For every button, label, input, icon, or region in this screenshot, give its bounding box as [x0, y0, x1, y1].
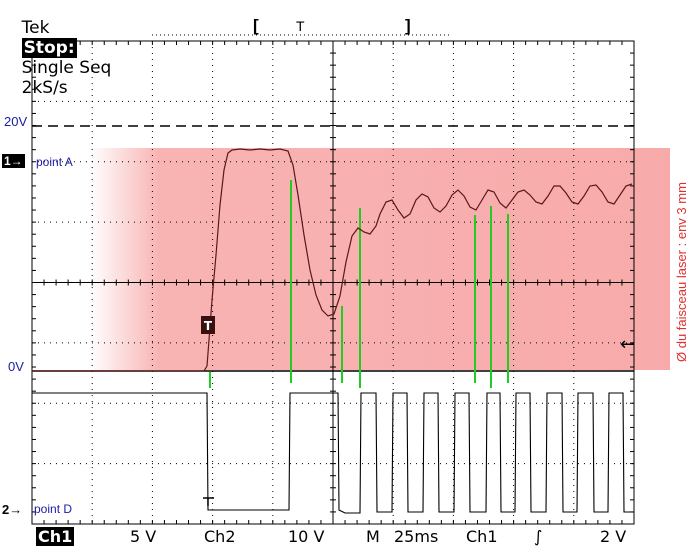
trigger-point-box	[201, 316, 215, 334]
level-20v-label: 20V	[4, 114, 28, 129]
trigger-slope-icon: ∫	[534, 527, 543, 546]
ch1-point-label: point A	[36, 155, 73, 169]
footer-ch2: Ch2	[204, 527, 236, 546]
footer-ch2-scale: 10 V	[288, 527, 325, 546]
footer-timebase: 25ms	[394, 527, 439, 546]
ch2-marker: 2→	[2, 502, 23, 517]
green-markers	[209, 180, 509, 388]
beam-annotation-text: Ø du faisceau laser : env 3 mm	[674, 182, 689, 362]
record-window-right: ]	[405, 16, 411, 35]
sample-rate: 2kS/s	[21, 78, 68, 98]
ch2-point-label: point D	[34, 502, 73, 516]
acquisition-mode: Single Seq	[21, 58, 112, 78]
footer-ch1: Ch1	[36, 527, 75, 546]
trigger-box-label: T	[204, 319, 213, 333]
ch1-trace	[32, 148, 633, 372]
laser-beam-band	[90, 148, 670, 370]
status-header: Tek Stop: Single Seq 2kS/s	[0, 0, 111, 118]
record-window-left: [	[253, 16, 259, 35]
brand-label: Tek	[21, 18, 50, 38]
trigger-position-marker: T	[296, 18, 305, 34]
footer-trigger-source: Ch1	[466, 527, 498, 546]
level-0v-label: 0V	[8, 359, 24, 374]
footer-timebase-label: M	[366, 527, 380, 546]
annotation-arrow-icon: ←	[620, 334, 635, 355]
footer-ch1-scale: 5 V	[130, 527, 157, 546]
graticule-axes	[31, 40, 635, 525]
acquisition-state: Stop:	[21, 38, 77, 58]
ch2-trace	[32, 392, 634, 514]
ch1-marker: 1→	[2, 154, 25, 168]
footer-trigger-level: 2 V	[600, 527, 627, 546]
